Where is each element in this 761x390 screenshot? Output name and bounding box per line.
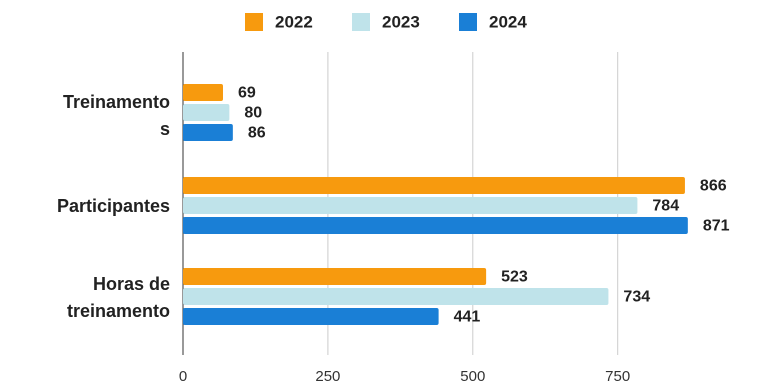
bar-2022-2 (183, 268, 487, 285)
data-label-2024-0: 86 (248, 125, 266, 142)
bar-2024-2 (183, 308, 439, 325)
category-label-line: treinamento (67, 301, 170, 321)
category-label-1: Participantes (57, 196, 170, 216)
legend-swatch (352, 13, 370, 31)
tick-label-250: 250 (315, 368, 340, 385)
bar-2022-1 (183, 177, 685, 194)
category-labels: Treinamento s Participantes Horas de treinam… (57, 92, 170, 321)
legend: 2022 2023 2024 (245, 12, 527, 31)
category-label-line: s (160, 119, 170, 139)
bar-2023-2 (183, 288, 609, 305)
bar-2022-0 (183, 84, 223, 101)
tick-label-0: 0 (179, 368, 187, 385)
category-label-2: Horas de treinamento (67, 274, 170, 321)
bar-2024-0 (183, 124, 233, 141)
bars (183, 84, 688, 325)
data-label-2022-0: 69 (238, 85, 256, 102)
legend-item-2023: 2023 (352, 12, 420, 31)
bar-2024-1 (183, 217, 688, 234)
legend-label: 2022 (275, 12, 313, 31)
category-label-line: Treinamento (63, 92, 170, 112)
tick-label-500: 500 (460, 368, 485, 385)
x-axis-ticks: 0 250 500 750 (179, 368, 630, 385)
legend-swatch (459, 13, 477, 31)
data-label-2024-2: 441 (454, 309, 481, 326)
bar-2023-1 (183, 197, 638, 214)
data-label-2024-1: 871 (703, 218, 730, 235)
tick-label-750: 750 (605, 368, 630, 385)
legend-item-2022: 2022 (245, 12, 313, 31)
legend-swatch (245, 13, 263, 31)
data-label-2023-1: 784 (652, 198, 679, 215)
data-labels: 69 80 86 866 784 871 523 734 441 (238, 85, 730, 326)
legend-label: 2024 (489, 12, 527, 31)
legend-item-2024: 2024 (459, 12, 527, 31)
data-label-2022-2: 523 (501, 269, 528, 286)
bar-2023-0 (183, 104, 230, 121)
data-label-2023-0: 80 (244, 105, 262, 122)
data-label-2023-2: 734 (623, 289, 650, 306)
category-label-0: Treinamento s (63, 92, 170, 139)
data-label-2022-1: 866 (700, 178, 727, 195)
category-label-line: Horas de (93, 274, 170, 294)
category-label-line: Participantes (57, 196, 170, 216)
legend-label: 2023 (382, 12, 420, 31)
